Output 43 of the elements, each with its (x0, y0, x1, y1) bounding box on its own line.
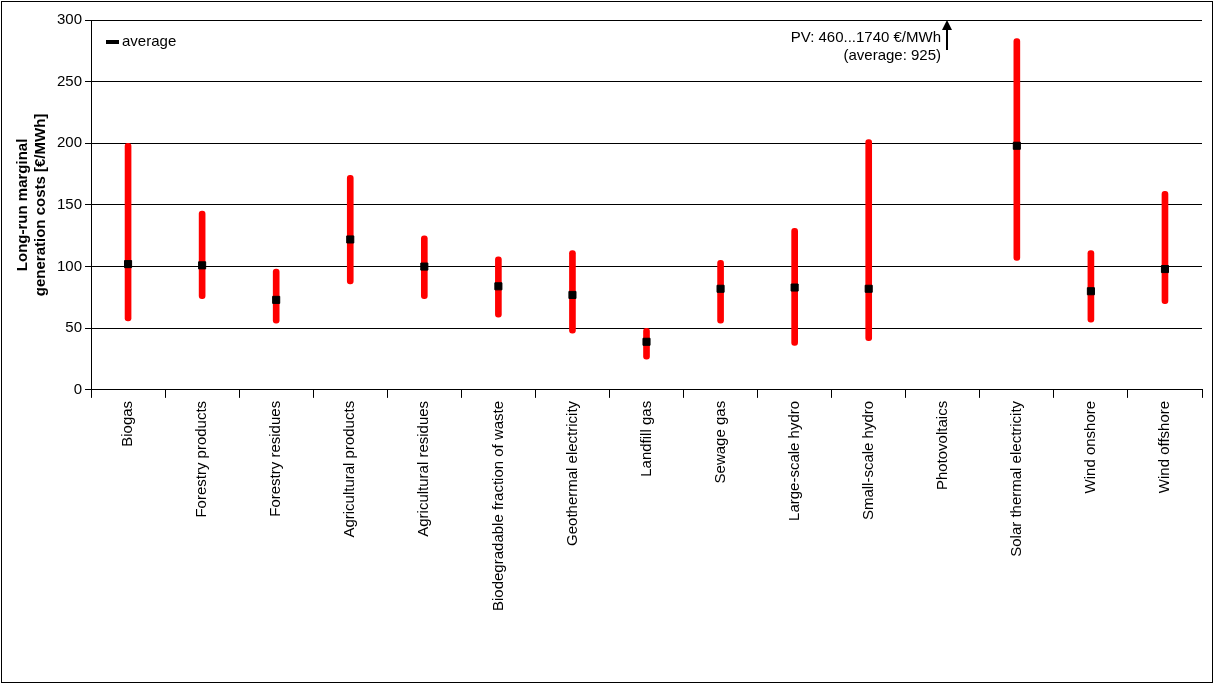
point (1086, 287, 1095, 296)
bar (569, 250, 576, 334)
y-tick-label: 250 (57, 71, 83, 89)
y-axis-title: Long-run marginal generation costs [€/MWh] (13, 113, 49, 297)
y-tick-label: 200 (57, 133, 83, 151)
x-tick-label: Photovoltaics (932, 400, 950, 491)
x-tick-label: Wind onshore (1081, 400, 1099, 494)
point (642, 337, 651, 346)
bar (791, 228, 798, 346)
x-tick-label: Solar thermal electricity (1006, 400, 1024, 557)
point (1160, 265, 1169, 274)
x-tick-label: Biogas (118, 400, 136, 447)
point (420, 262, 429, 271)
point (124, 260, 133, 269)
x-tick-label: Agricultural residues (414, 400, 432, 537)
point (198, 261, 207, 270)
x-tick-label: Wind offshore (1155, 400, 1173, 494)
point (494, 282, 503, 291)
y-tick-label: 300 (57, 10, 83, 28)
x-tick-label: Forestry products (192, 400, 210, 518)
point (272, 295, 281, 304)
x-tick-label: Landfill gas (636, 400, 654, 477)
point (346, 235, 355, 244)
point (864, 284, 873, 293)
y-tick-label: 150 (57, 195, 83, 213)
y-tick-label: 0 (73, 380, 83, 398)
bar (346, 175, 354, 285)
y-tick-label: 100 (57, 256, 83, 274)
x-tick-label: Forestry residues (266, 400, 284, 517)
legend-label: average (122, 32, 177, 50)
x-tick-label: Sewage gas (710, 400, 728, 484)
point (790, 283, 799, 292)
x-tick-label: Large-scale hydro (784, 400, 802, 521)
x-tick-label: Geothermal electricity (562, 400, 580, 546)
bar (865, 139, 873, 341)
x-tick-label: Biodegradable fraction of waste (488, 400, 506, 612)
x-tick-label: Agricultural products (340, 400, 358, 538)
point (716, 284, 725, 293)
annotation: PV: 460...1740 €/MWh (average: 925) (790, 27, 942, 63)
x-tick-label: Small-scale hydro (858, 400, 876, 521)
point (1012, 141, 1021, 150)
point (568, 290, 577, 299)
y-tick-label: 50 (65, 318, 83, 336)
